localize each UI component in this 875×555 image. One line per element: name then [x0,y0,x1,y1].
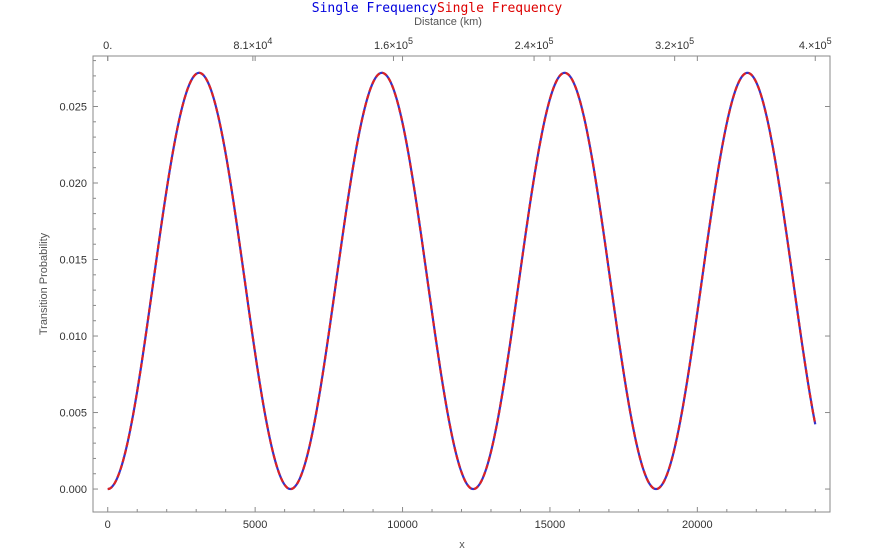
plot-area [107,71,817,491]
y-tick-label: 0.005 [59,408,87,420]
y-tick-label: 0.010 [59,331,87,343]
plot-frame [92,55,831,513]
x-tick-label: 0 [105,519,111,531]
y-axis: 0.000 0.005 0.010 0.015 0.020 0.025 [59,60,830,496]
top-axis-label: Distance (km) [414,16,482,28]
x-axis-label: x [459,539,465,551]
title-part-red: Single Frequency [437,1,562,16]
top-tick-label: 4.×105 [799,36,832,52]
top-axis: 0. 8.1×104 1.6×105 2.4×105 3.2×105 4.×105 [103,36,832,61]
top-tick-label: 0. [103,40,112,52]
x-tick-label: 10000 [387,519,418,531]
top-tick-label: 1.6×105 [374,36,413,52]
chart-title: Single FrequencySingle Frequency [312,1,563,16]
x-tick-label: 5000 [243,519,267,531]
series-line-0 [107,71,817,491]
y-tick-label: 0.015 [59,255,87,267]
title-part-blue: Single Frequency [312,1,437,16]
y-tick-label: 0.025 [59,101,87,113]
x-tick-label: 20000 [682,519,713,531]
x-axis: 0 5000 10000 15000 20000 [105,56,816,531]
x-tick-label: 15000 [535,519,566,531]
y-axis-label: Transition Probability [38,232,50,335]
top-tick-label: 3.2×105 [655,36,694,52]
y-tick-label: 0.020 [59,178,87,190]
top-tick-label: 2.4×105 [515,36,554,52]
y-tick-label: 0.000 [59,484,87,496]
top-tick-label: 8.1×104 [233,36,272,52]
series-line-1 [107,71,817,491]
